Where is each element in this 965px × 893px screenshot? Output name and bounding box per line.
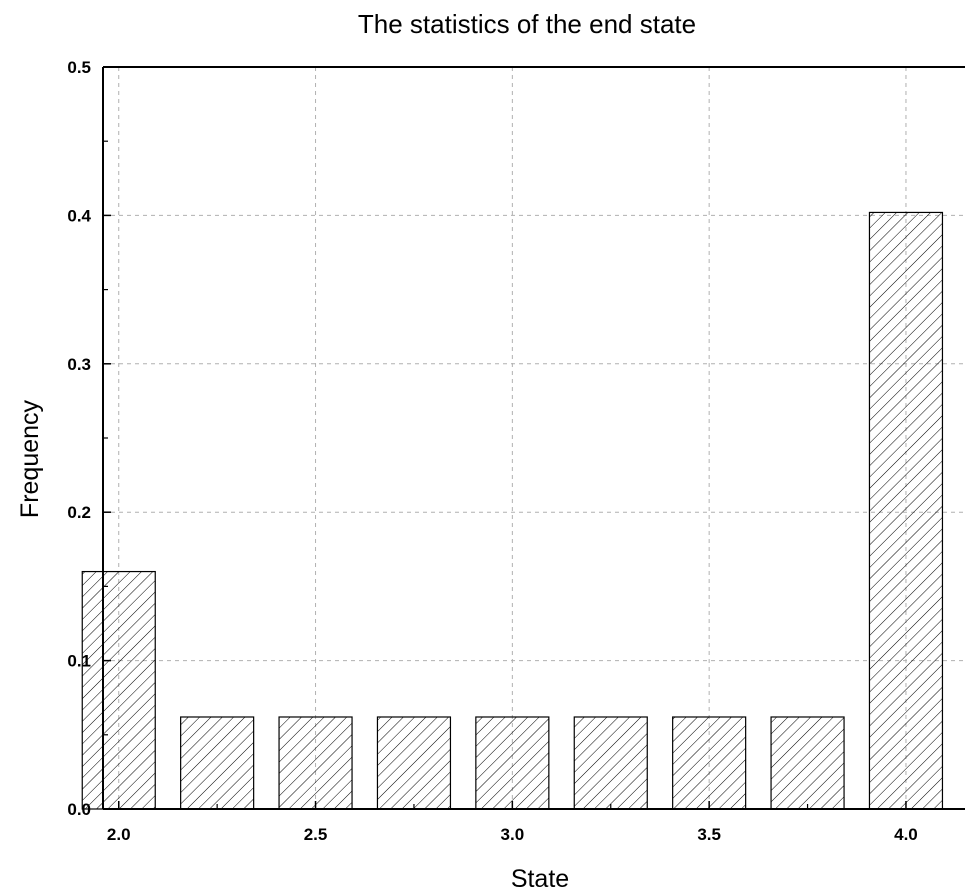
- ticks: 0.0 0.1 0.2 0.3 0.4 0.5 2.0 2.5 3.0 3.5 4.0: [67, 58, 917, 844]
- bar: [868, 211, 944, 810]
- chart-title: The statistics of the end state: [358, 9, 696, 39]
- x-tick-label: 2.0: [107, 825, 131, 844]
- bars: [81, 211, 944, 810]
- bar: [573, 716, 648, 810]
- x-axis-label: State: [511, 865, 569, 893]
- y-tick-label: 0.2: [67, 503, 91, 522]
- grid: [103, 67, 965, 809]
- axes: [102, 66, 965, 810]
- bar: [376, 716, 452, 810]
- bar: [278, 716, 353, 810]
- y-tick-label: 0.0: [67, 800, 91, 819]
- y-tick-label: 0.1: [67, 652, 91, 671]
- bar: [81, 570, 156, 810]
- x-tick-label: 2.5: [304, 825, 328, 844]
- y-tick-label: 0.5: [67, 58, 91, 77]
- x-tick-label: 3.0: [501, 825, 525, 844]
- bar: [672, 716, 747, 810]
- bar: [770, 716, 845, 810]
- y-axis-label: Frequency: [16, 399, 44, 518]
- bar: [475, 716, 550, 810]
- bar: [180, 716, 255, 810]
- x-tick-label: 3.5: [697, 825, 721, 844]
- y-tick-label: 0.4: [67, 206, 91, 225]
- x-tick-label: 4.0: [894, 825, 918, 844]
- y-tick-label: 0.3: [67, 355, 91, 374]
